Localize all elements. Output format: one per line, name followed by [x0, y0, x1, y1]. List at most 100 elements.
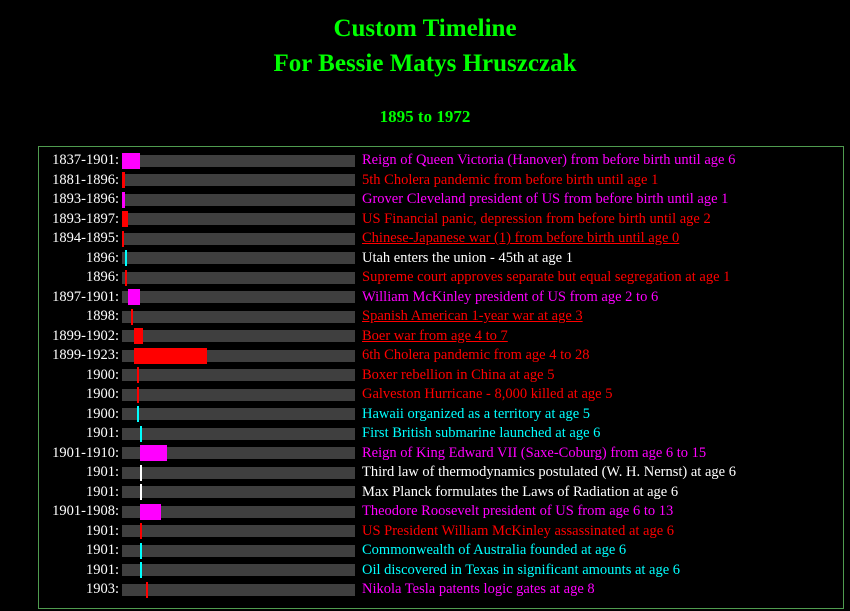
- timeline-bar-segment: [140, 542, 143, 559]
- timeline-bar-segment: [137, 406, 140, 423]
- timeline-rows: 1837-1901: Reign of Queen Victoria (Hanov…: [41, 151, 841, 600]
- year-range-label: 1893-1897:: [52, 210, 119, 227]
- timeline-bar-track: [122, 562, 355, 579]
- timeline-row: 1903: Nikola Tesla patents logic gates at…: [41, 580, 841, 600]
- timeline-bar-track: [122, 308, 355, 325]
- timeline-bar-track: [122, 503, 355, 520]
- year-range-label: 1900:: [85, 366, 119, 383]
- event-description: 6th Cholera pandemic from age 4 to 28: [362, 347, 590, 364]
- timeline-row: 1896: Utah enters the union - 45th at age…: [41, 249, 841, 269]
- event-description: Max Planck formulates the Laws of Radiat…: [362, 483, 679, 500]
- event-description: Supreme court approves separate but equa…: [362, 269, 731, 286]
- timeline-row: 1901-1908: Theodore Roosevelt president o…: [41, 502, 841, 522]
- event-description: Galveston Hurricane - 8,000 killed at ag…: [362, 386, 613, 403]
- year-range-label: 1899-1902:: [52, 327, 119, 344]
- event-description: Reign of Queen Victoria (Hanover) from b…: [362, 152, 736, 169]
- event-description: Boxer rebellion in China at age 5: [362, 366, 555, 383]
- timeline-bar-track: [122, 328, 355, 345]
- timeline-bar-track: [122, 211, 355, 228]
- timeline-bar-track: [122, 152, 355, 169]
- timeline-page: Custom Timeline For Bessie Matys Hruszcz…: [0, 11, 850, 609]
- timeline-bar-track: [122, 250, 355, 267]
- timeline-bar-track: [122, 269, 355, 286]
- timeline-bar-segment: [122, 211, 129, 228]
- year-range-label: 1897-1901:: [52, 288, 119, 305]
- page-title: Custom Timeline For Bessie Matys Hruszcz…: [0, 11, 850, 81]
- event-description: Third law of thermodynamics postulated (…: [362, 464, 736, 481]
- timeline-bar-segment: [146, 581, 149, 598]
- event-description: Commonwealth of Australia founded at age…: [362, 542, 627, 559]
- timeline-row: 1899-1923: 6th Cholera pandemic from age …: [41, 346, 841, 366]
- year-range-label: 1901:: [85, 542, 119, 559]
- timeline-row: 1881-1896: 5th Cholera pandemic from befo…: [41, 171, 841, 191]
- timeline-row: 1899-1902: Boer war from age 4 to 7: [41, 327, 841, 347]
- year-range-label: 1901:: [85, 464, 119, 481]
- timeline-bar-track: [122, 386, 355, 403]
- timeline-bar-segment: [137, 386, 140, 403]
- timeline-bar-segment: [140, 445, 168, 462]
- event-description: Theodore Roosevelt president of US from …: [362, 503, 674, 520]
- timeline-bar-track: [122, 191, 355, 208]
- timeline-row: 1900: Galveston Hurricane - 8,000 killed …: [41, 385, 841, 405]
- timeline-row: 1901: Oil discovered in Texas in signific…: [41, 561, 841, 581]
- event-description: William McKinley president of US from ag…: [362, 288, 659, 305]
- event-description[interactable]: Spanish American 1-year war at age 3: [362, 308, 583, 325]
- year-range-label: 1894-1895:: [52, 230, 119, 247]
- timeline-bar-segment: [122, 191, 126, 208]
- year-range-label: 1896:: [85, 269, 119, 286]
- timeline-bar-segment: [122, 230, 125, 247]
- year-range-label: 1896:: [85, 249, 119, 266]
- timeline-row: 1893-1896: Grover Cleveland president of …: [41, 190, 841, 210]
- timeline-row: 1837-1901: Reign of Queen Victoria (Hanov…: [41, 151, 841, 171]
- year-range-label: 1881-1896:: [52, 171, 119, 188]
- event-description: Nikola Tesla patents logic gates at age …: [362, 581, 595, 598]
- timeline-bar-segment: [125, 269, 128, 286]
- year-range-label: 1901:: [85, 483, 119, 500]
- timeline-row: 1894-1895: Chinese-Japanese war (1) from …: [41, 229, 841, 249]
- timeline-row: 1900: Boxer rebellion in China at age 5: [41, 366, 841, 386]
- year-range-label: 1901-1908:: [52, 503, 119, 520]
- event-description: Grover Cleveland president of US from be…: [362, 191, 729, 208]
- timeline-bar-track: [122, 289, 355, 306]
- timeline-bar-track: [122, 464, 355, 481]
- timeline-row: 1901: Third law of thermodynamics postula…: [41, 463, 841, 483]
- timeline-bar-segment: [140, 503, 162, 520]
- timeline-bar-segment: [134, 328, 144, 345]
- year-range-label: 1901:: [85, 522, 119, 539]
- event-description[interactable]: Chinese-Japanese war (1) from before bir…: [362, 230, 680, 247]
- timeline-bar-segment: [140, 484, 143, 501]
- timeline-bar-track: [122, 542, 355, 559]
- timeline-bar-track: [122, 581, 355, 598]
- year-range-label: 1901-1910:: [52, 444, 119, 461]
- timeline-table: 1837-1901: Reign of Queen Victoria (Hanov…: [38, 146, 844, 609]
- timeline-row: 1901: Commonwealth of Australia founded a…: [41, 541, 841, 561]
- timeline-bar-segment: [137, 367, 140, 384]
- timeline-row: 1900: Hawaii organized as a territory at …: [41, 405, 841, 425]
- timeline-bar-segment: [140, 523, 143, 540]
- event-description: First British submarine launched at age …: [362, 425, 601, 442]
- event-description: US Financial panic, depression from befo…: [362, 210, 711, 227]
- title-line-1: Custom Timeline: [333, 15, 517, 42]
- page-subtitle: 1895 to 1972: [379, 107, 471, 126]
- timeline-bar-segment: [125, 250, 128, 267]
- year-range-label: 1903:: [85, 581, 119, 598]
- event-description: Hawaii organized as a territory at age 5: [362, 405, 591, 422]
- timeline-bar-segment: [140, 562, 143, 579]
- event-description: Oil discovered in Texas in significant a…: [362, 561, 681, 578]
- event-description: Reign of King Edward VII (Saxe-Coburg) f…: [362, 444, 707, 461]
- timeline-bar-track: [122, 230, 355, 247]
- timeline-bar-track: [122, 347, 355, 364]
- timeline-row: 1901-1910: Reign of King Edward VII (Saxe…: [41, 444, 841, 464]
- timeline-row: 1896: Supreme court approves separate but…: [41, 268, 841, 288]
- timeline-bar-segment: [128, 289, 141, 306]
- timeline-bar-segment: [122, 172, 126, 189]
- timeline-bar-segment: [134, 347, 207, 364]
- timeline-bar-segment: [122, 152, 141, 169]
- timeline-bar-track: [122, 367, 355, 384]
- event-description: US President William McKinley assassinat…: [362, 522, 675, 539]
- year-range-label: 1901:: [85, 425, 119, 442]
- event-description[interactable]: Boer war from age 4 to 7: [362, 327, 508, 344]
- timeline-bar-segment: [140, 425, 143, 442]
- event-description: 5th Cholera pandemic from before birth u…: [362, 171, 659, 188]
- timeline-row: 1893-1897: US Financial panic, depression…: [41, 210, 841, 230]
